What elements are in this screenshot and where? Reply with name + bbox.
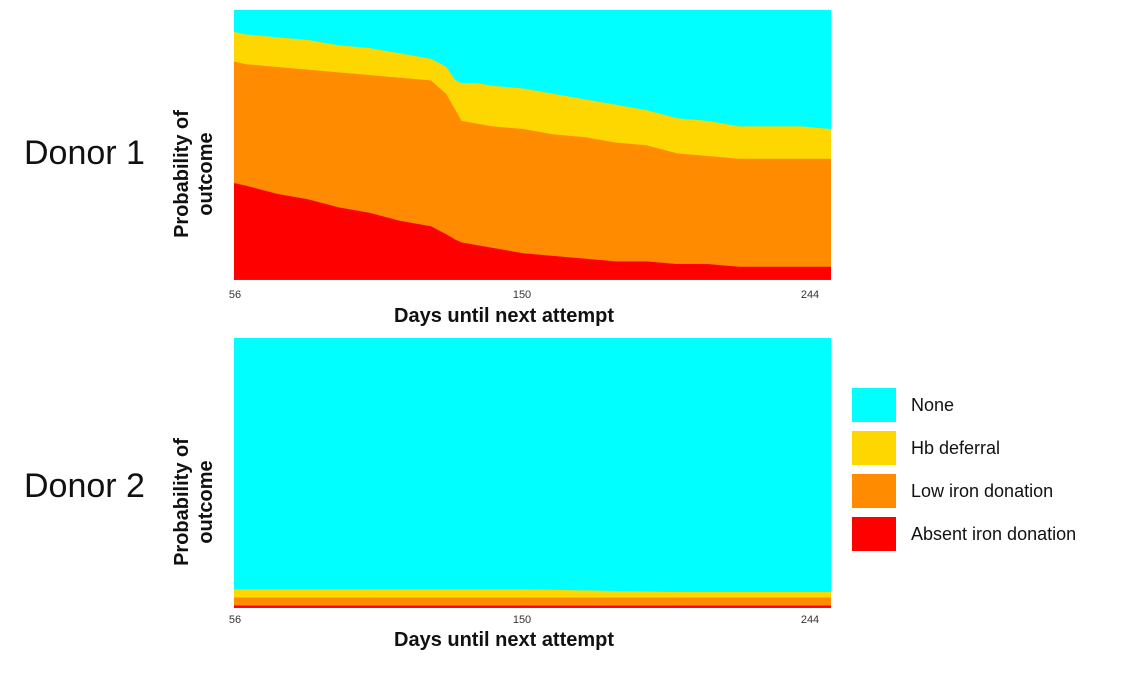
area-series-none [234,338,831,593]
legend-label-none: None [911,395,955,415]
donor-1-label: Donor 1 [24,134,145,172]
legend-label-hb-deferral: Hb deferral [911,438,1001,458]
chart-1-x-tick: 56 [228,289,242,301]
chart-1-x-axis-label: Days until next attempt [394,305,615,327]
legend-swatch-hb-deferral [852,431,896,465]
chart-2-plot [234,338,831,608]
legend-swatch-absent-iron-donation [852,517,896,551]
legend-label-absent-iron-donation: Absent iron donation [911,524,1077,544]
chart-2-x-tick: 150 [512,614,532,626]
legend-swatch-low-iron-donation [852,474,896,508]
legend-item-absent-iron-donation: Absent iron donation [852,517,1122,551]
chart-1-plot [234,10,831,280]
donor-2-label: Donor 2 [24,467,145,505]
legend-item-hb-deferral: Hb deferral [852,431,1122,465]
chart-1-x-tick: 244 [800,289,820,301]
area-series-low-iron-donation [234,596,831,606]
chart-1-x-tick: 150 [512,289,532,301]
chart-1-y-axis-label: Probability of outcome [171,110,217,238]
legend-label-low-iron-donation: Low iron donation [911,481,1054,501]
legend-swatch-none [852,388,896,422]
legend-item-low-iron-donation: Low iron donation [852,474,1122,508]
legend-item-none: None [852,388,1122,422]
chart-2-x-tick: 244 [800,614,820,626]
chart-2-y-axis-label: Probability of outcome [171,438,217,566]
chart-2-x-tick: 56 [228,614,242,626]
area-series-none [234,10,831,130]
chart-2-x-axis-label: Days until next attempt [394,629,615,651]
